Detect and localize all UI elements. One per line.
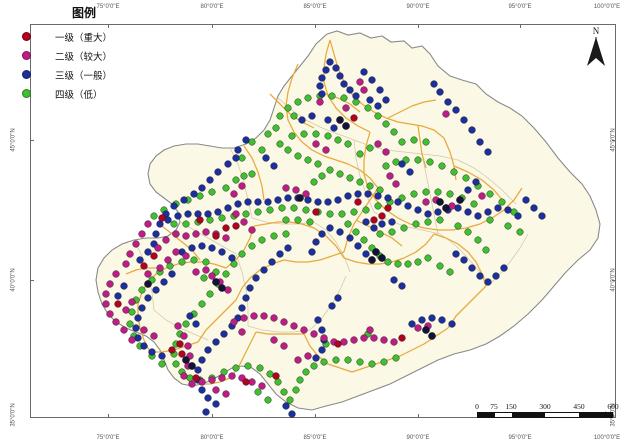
scalebar-labels: 0 75 150 300 450 600 — [475, 402, 619, 412]
north-arrow: N — [583, 26, 609, 70]
tick-top-90 — [418, 24, 419, 28]
latitude-label-left-35: 35°0'0"N — [10, 403, 17, 427]
scalebar-track — [477, 412, 613, 418]
legend-item-level-3[interactable]: 三级（一般） — [12, 65, 142, 84]
longitude-label-bottom-75: 75°0'0"E — [96, 435, 120, 441]
legend-swatch-level-4-circle-icon — [22, 89, 31, 98]
longitude-label-top-85: 85°0'0"E — [303, 4, 327, 10]
tick-bottom-80 — [212, 414, 213, 418]
longitude-label-bottom-85: 85°0'0"E — [303, 435, 327, 441]
legend-item-level-2[interactable]: 二级（较大） — [12, 46, 142, 65]
tick-left-45 — [30, 140, 34, 141]
scalebar-tick-0: 0 — [475, 402, 479, 411]
tick-right-40 — [612, 280, 616, 281]
dense-cluster-markers — [144, 116, 464, 370]
tick-top-80 — [212, 24, 213, 28]
tick-top-85 — [315, 24, 316, 28]
legend-label-level-1: 一级（重大） — [55, 33, 113, 44]
north-arrow-icon — [587, 37, 605, 66]
map-canvas — [95, 30, 601, 418]
legend-label-level-2: 二级（较大） — [55, 52, 113, 63]
longitude-label-top-90: 90°0'0"E — [406, 4, 430, 10]
tick-bottom-85 — [315, 414, 316, 418]
legend-swatch-level-1-circle-icon — [22, 32, 31, 41]
legend: 图例 一级（重大） 二级（较大） 三级（一般） 四级（低） — [12, 4, 142, 103]
longitude-label-bottom-95: 95°0'0"E — [508, 435, 532, 441]
scalebar-tick-300: 300 — [539, 402, 551, 411]
scalebar-segment-3 — [578, 413, 612, 417]
scalebar-tick-600: 600 — [607, 402, 619, 411]
tick-left-40 — [30, 280, 34, 281]
tick-top-75 — [108, 24, 109, 28]
scalebar-segment-1 — [478, 413, 495, 417]
scalebar-segment-2 — [511, 413, 545, 417]
longitude-label-top-95: 95°0'0"E — [508, 4, 532, 10]
legend-item-level-4[interactable]: 四级（低） — [12, 84, 142, 103]
legend-swatch-level-2-circle-icon — [22, 51, 31, 60]
scalebar-tick-150: 150 — [505, 402, 517, 411]
tick-bottom-75 — [108, 414, 109, 418]
incident-points-level-2 — [102, 78, 486, 398]
longitude-label-bottom-100: 100°0'0"E — [593, 435, 621, 441]
legend-label-level-4: 四级（低） — [55, 90, 103, 101]
longitude-label-top-80: 80°0'0"E — [200, 4, 224, 10]
scalebar: 0 75 150 300 450 600 km — [475, 402, 619, 419]
scalebar-tick-75: 75 — [490, 402, 498, 411]
legend-item-level-1[interactable]: 一级（重大） — [12, 27, 142, 46]
tick-right-45 — [612, 140, 616, 141]
longitude-label-top-100: 100°0'0"E — [593, 4, 621, 10]
latitude-label-left-45: 45°0'0"N — [10, 128, 17, 152]
scalebar-tick-450: 450 — [573, 402, 585, 411]
longitude-label-top-75: 75°0'0"E — [96, 4, 120, 10]
legend-label-level-3: 三级（一般） — [55, 71, 113, 82]
tick-bottom-90 — [418, 414, 419, 418]
latitude-label-left-40: 40°0'0"N — [10, 268, 17, 292]
scalebar-unit: km — [604, 412, 614, 419]
longitude-label-bottom-80: 80°0'0"E — [200, 435, 224, 441]
legend-swatch-level-3-circle-icon — [22, 70, 31, 79]
longitude-label-bottom-90: 90°0'0"E — [406, 435, 430, 441]
legend-title: 图例 — [71, 6, 96, 20]
incident-points-level-1 — [114, 114, 406, 386]
tick-top-95 — [520, 24, 521, 28]
north-arrow-label: N — [592, 26, 600, 36]
